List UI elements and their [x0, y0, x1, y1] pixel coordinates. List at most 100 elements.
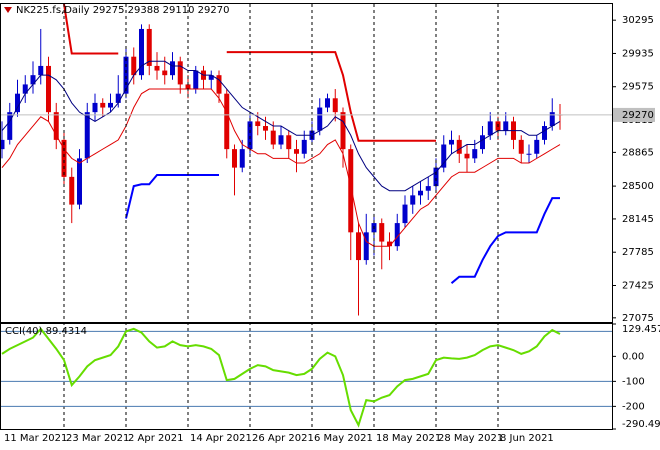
- candle-body: [84, 112, 90, 159]
- y-tick-label: 28500: [622, 181, 654, 192]
- candle-body: [208, 75, 214, 80]
- candle-body: [123, 56, 129, 94]
- y-tick-label: -290.494: [622, 419, 660, 430]
- candle-body: [487, 121, 493, 136]
- candle-body: [216, 75, 222, 94]
- candle-body: [456, 139, 462, 154]
- candle-body: [69, 176, 75, 205]
- x-tick-label: 23 Mar 2021: [66, 433, 129, 444]
- y-tick-label: 29575: [622, 82, 654, 93]
- last-price-box: [613, 107, 655, 122]
- indicator-line: [450, 197, 560, 284]
- candle-body: [387, 241, 392, 247]
- candle-body: [433, 167, 439, 187]
- cci-panel: [0, 323, 613, 430]
- y-tick-label: 27785: [622, 247, 654, 258]
- chart-title: NK225.fs,Daily 29275 29388 29110 29270: [16, 5, 229, 16]
- candle-body: [425, 186, 431, 191]
- candle-body: [77, 158, 82, 205]
- candle-body: [325, 98, 330, 108]
- candle-body: [108, 102, 113, 108]
- candle-body: [100, 102, 106, 108]
- indicator-line: [1, 327, 561, 428]
- indicator-line: [1, 88, 561, 247]
- plot: [1, 4, 563, 316]
- y-tick-label: -200: [622, 401, 645, 412]
- candle-body: [549, 112, 555, 127]
- candle-body: [247, 121, 253, 150]
- candle-body: [170, 61, 175, 76]
- y-tick-label: -100: [622, 376, 645, 387]
- candle-body: [146, 28, 152, 66]
- candle-body: [162, 70, 168, 76]
- y-tick-label: 28865: [622, 147, 654, 158]
- candle-body: [278, 135, 284, 145]
- candle-body: [526, 153, 532, 155]
- candle-body: [317, 107, 323, 131]
- candle-body: [7, 112, 13, 140]
- candle-body: [301, 139, 307, 154]
- candle-body: [255, 121, 261, 127]
- y-tick-label: 129.4571: [622, 324, 660, 335]
- candle-body: [30, 75, 36, 85]
- x-tick-label: 28 May 2021: [438, 433, 503, 444]
- candle-body: [92, 102, 98, 113]
- candle-body: [22, 84, 28, 94]
- candle-body: [480, 135, 485, 150]
- y-tick-label: 27425: [622, 280, 654, 291]
- y-tick-label: 29935: [622, 48, 654, 59]
- y-tick-label: 27075: [622, 313, 654, 324]
- y-tick-label: 0.00: [622, 351, 644, 362]
- candle-body: [115, 93, 121, 103]
- candle-body: [449, 139, 454, 145]
- candle-body: [1, 139, 5, 150]
- candle-body: [402, 204, 408, 224]
- cci-label: CCI(40) 89.4314: [5, 326, 87, 337]
- candle-body: [542, 126, 547, 140]
- candle-body: [53, 112, 59, 140]
- candle-body: [154, 65, 160, 71]
- plot: [1, 327, 612, 428]
- candle-body: [418, 190, 423, 196]
- candle-body: [185, 84, 191, 90]
- candle-body: [139, 28, 144, 76]
- x-tick-label: 8 Jun 2021: [500, 433, 554, 444]
- candle-body: [356, 232, 361, 261]
- candle-body: [534, 139, 540, 154]
- candle-body: [379, 223, 385, 242]
- indicator-line: [125, 174, 219, 219]
- x-tick-label: 14 Apr 2021: [190, 433, 252, 444]
- indicator-line: [226, 51, 436, 142]
- last-price-label: 29270: [622, 110, 654, 121]
- candle-body: [503, 121, 509, 131]
- main-panel: [0, 3, 613, 323]
- candle-body: [340, 112, 346, 150]
- indicator-line: [1, 60, 561, 192]
- title-marker: [4, 7, 12, 13]
- candle-body: [332, 98, 338, 113]
- candle-body: [394, 223, 400, 247]
- candle-body: [61, 139, 67, 177]
- x-tick-label: 18 May 2021: [376, 433, 441, 444]
- candle-body: [177, 61, 183, 85]
- candle-body: [224, 93, 230, 150]
- candle-body: [348, 149, 354, 233]
- candle-body: [410, 195, 416, 205]
- y-tick-label: 28145: [622, 214, 654, 225]
- candle-body: [294, 149, 299, 154]
- candle-body: [131, 56, 137, 76]
- candle-body: [263, 126, 268, 131]
- candle-body: [286, 135, 292, 150]
- candle-body: [232, 149, 237, 168]
- candle-body: [270, 130, 276, 145]
- candle-body: [239, 149, 245, 168]
- candle-body: [464, 153, 470, 159]
- y-tick-label: 30295: [622, 15, 654, 26]
- x-tick-label: 11 Mar 2021: [4, 433, 67, 444]
- candle-body: [363, 232, 369, 261]
- x-tick-label: 6 May 2021: [314, 433, 373, 444]
- candle-body: [441, 144, 447, 168]
- candle-body: [46, 65, 51, 113]
